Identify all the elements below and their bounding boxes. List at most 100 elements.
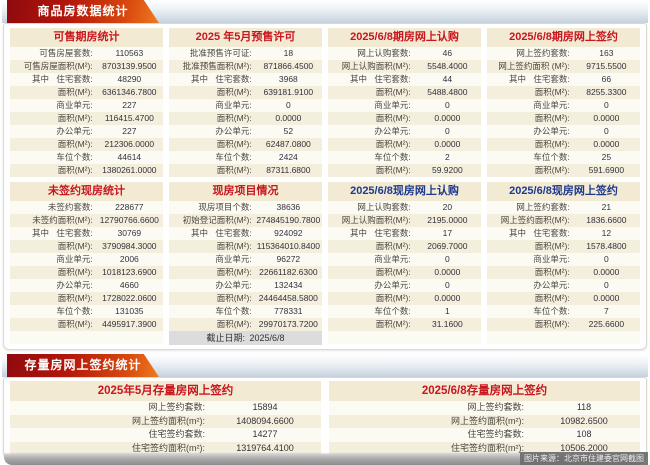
stat-row: 面积(M²): 591.6900 <box>487 164 640 177</box>
stat-row: 面积(M²): 0.0000 <box>328 138 481 151</box>
row-label: 面积(M²): <box>57 267 93 277</box>
row-label: 商业单元: <box>215 254 252 264</box>
row-label: 网上认购套数: <box>357 202 411 212</box>
row-value: 227 <box>122 100 137 110</box>
stat-row: 商业单元: 0 <box>328 253 481 266</box>
stat-row: 面积(M²): 639181.9100 <box>169 86 322 99</box>
stat-row: 其中 住宅套数: 48290 <box>10 73 163 86</box>
row-label: 面积(M²): <box>375 87 411 97</box>
row-value: 12790766.6600 <box>99 215 159 225</box>
row-value: 12 <box>601 228 612 238</box>
row-value: 22661182.6300 <box>259 267 318 277</box>
row-value: 131035 <box>115 306 144 316</box>
stat-row: 住宅签约面积(m²): 1319764.4100 <box>10 441 321 455</box>
panel-title: 2025年5月存量房网上签约 <box>10 381 321 401</box>
row-label: 办公单元: <box>533 280 570 290</box>
cutoff-date-label: 截止日期: <box>206 333 245 343</box>
row-label: 办公单元: <box>374 126 411 136</box>
stat-row: 批准预售面积(M²): 871866.4500 <box>169 60 322 73</box>
row-label: 面积(M²): <box>57 241 93 251</box>
row-label: 面积(M²): <box>57 87 93 97</box>
row-value: 5548.4000 <box>427 61 468 71</box>
row-label: 面积(M²): <box>57 293 93 303</box>
row-label: 住宅套数: <box>533 74 570 84</box>
row-label: 车位个数: <box>56 152 93 162</box>
row-label: 网上认购套数: <box>357 48 411 58</box>
existing-housing-section: 2025年5月存量房网上签约 网上签约套数: 15894 网上签约面积(m²): 140… <box>3 377 647 458</box>
row-label: 面积(M²): <box>375 139 411 149</box>
blank-row <box>487 331 640 344</box>
stat-row: 其中 住宅套数: 17 <box>328 227 481 240</box>
stat-row: 面积(M²): 87311.6800 <box>169 164 322 177</box>
row-value: 14277 <box>252 429 278 439</box>
row-label: 面积(M²): <box>534 241 570 251</box>
stat-row: 网上签约面积(M²): 1836.6600 <box>487 214 640 227</box>
row-label: 现房项目个数: <box>198 202 252 212</box>
row-value: 18 <box>283 48 294 58</box>
row-label: 网上签约面积(m²): <box>451 415 525 426</box>
stat-row: 网上签约套数: 15894 <box>10 401 321 415</box>
row-label: 车位个数: <box>374 306 411 316</box>
row-label: 办公单元: <box>56 126 93 136</box>
panel-title: 2025 年5月预售许可 <box>169 28 322 47</box>
stat-row: 网上签约面积(m²): 10982.6500 <box>329 414 640 428</box>
row-value: 3790984.3000 <box>102 241 157 251</box>
row-label: 车位个数: <box>533 306 570 316</box>
row-label: 面积(M²): <box>375 267 411 277</box>
stat-row: 其中 住宅套数: 12 <box>487 227 640 240</box>
row-label: 网上认购面积(M²): <box>341 215 411 225</box>
stat-row: 网上签约套数: 118 <box>329 401 640 415</box>
panel-title: 未签约现房统计 <box>10 182 163 201</box>
row-prefix: 其中 <box>350 228 368 238</box>
row-label: 商业单元: <box>56 254 93 264</box>
stat-row: 商业单元: 2006 <box>10 253 163 266</box>
row-label: 初始登记面积(M²): <box>182 215 252 225</box>
commercial-housing-banner: 商品房数据统计 <box>2 0 648 23</box>
stat-row: 车位个数: 131035 <box>10 305 163 318</box>
stat-row: 可售房屋套数: 110563 <box>10 47 163 60</box>
row-value: 0.0000 <box>434 139 461 149</box>
stat-row: 其中 住宅套数: 66 <box>487 73 640 86</box>
row-label: 商业单元: <box>215 100 252 110</box>
stat-row: 商业单元: 0 <box>487 99 640 112</box>
stat-row: 其中 住宅套数: 924092 <box>169 227 322 240</box>
stat-panel: 2025年5月存量房网上签约 网上签约套数: 15894 网上签约面积(m²): 140… <box>10 381 321 455</box>
row-value: 0 <box>285 100 291 110</box>
row-prefix: 其中 <box>509 228 527 238</box>
row-value: 10506.2000 <box>560 442 608 453</box>
stat-row: 车位个数: 2424 <box>169 151 322 164</box>
row-label: 网上签约面积 (M²): <box>498 61 570 71</box>
row-label: 批准预售许可证: <box>189 48 252 58</box>
stat-row: 面积(M²): 115364010.8400 <box>169 240 322 253</box>
row-value: 0 <box>603 100 609 110</box>
row-label: 商业单元: <box>533 100 570 110</box>
row-label: 商业单元: <box>533 254 570 264</box>
row-label: 车位个数: <box>374 152 411 162</box>
stat-row: 住宅签约套数: 108 <box>329 428 640 442</box>
stat-row: 网上签约套数: 163 <box>487 47 640 60</box>
row-value: 29970173.7200 <box>258 319 318 329</box>
row-value: 274845190.7800 <box>256 215 321 225</box>
stat-row: 车位个数: 778331 <box>169 305 322 318</box>
stat-row: 商业单元: 227 <box>10 99 163 112</box>
row-value: 2195.0000 <box>427 215 468 225</box>
commercial-housing-banner-tab: 商品房数据统计 <box>7 0 159 23</box>
blank-row <box>328 331 481 344</box>
row-label: 面积(M²): <box>216 319 252 329</box>
stat-row: 面积(M²): 59.9200 <box>328 164 481 177</box>
stat-panel: 2025/6/8期房网上认购 网上认购套数: 46 网上认购面积(M²): 5548.4… <box>328 28 481 177</box>
row-value: 52 <box>283 126 294 136</box>
row-label: 商业单元: <box>374 100 411 110</box>
row-label: 可售房屋套数: <box>39 48 93 58</box>
stat-row: 面积(M²): 29970173.7200 <box>169 318 322 331</box>
row-prefix: 其中 <box>32 228 50 238</box>
stat-panel: 2025/6/8现房网上认购 网上认购套数: 20 网上认购面积(M²): 2195.0… <box>328 182 481 345</box>
stat-row: 面积(M²): 0.0000 <box>328 112 481 125</box>
row-value: 2069.7000 <box>427 241 468 251</box>
stat-row: 面积(M²): 3790984.3000 <box>10 240 163 253</box>
stat-row: 面积(M²): 116415.4700 <box>10 112 163 125</box>
row-value: 0.0000 <box>434 113 461 123</box>
row-label: 面积(M²): <box>534 293 570 303</box>
stat-row: 车位个数: 25 <box>487 151 640 164</box>
row-label: 住宅套数: <box>215 74 252 84</box>
